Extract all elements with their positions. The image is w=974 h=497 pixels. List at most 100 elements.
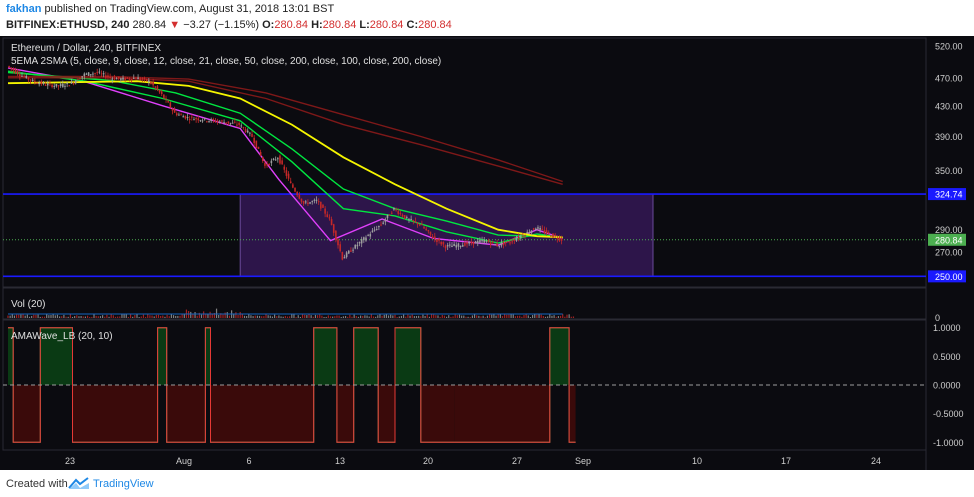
volume-bar	[233, 313, 235, 318]
candle-body	[77, 79, 79, 81]
volume-bar	[304, 314, 306, 318]
osc-line-red	[8, 327, 576, 443]
price-pane-title: Ethereum / Dollar, 240, BITFINEX	[11, 43, 161, 54]
candle-body	[356, 244, 359, 247]
volume-bar	[9, 315, 11, 318]
candle-body	[315, 199, 318, 201]
volume-bar	[433, 314, 435, 318]
price-tick-label: 520.00	[935, 41, 963, 51]
candle-body	[360, 239, 363, 244]
candle-body	[218, 121, 221, 123]
candle-body	[19, 74, 21, 77]
candle-body	[100, 73, 103, 75]
volume-bar	[368, 316, 370, 318]
candle-body	[382, 222, 384, 224]
price-tick-label: 250.00	[935, 272, 963, 282]
volume-bar	[203, 311, 205, 318]
candle-body	[72, 83, 75, 85]
volume-bar	[91, 316, 93, 318]
candle-body	[390, 212, 393, 214]
author-link[interactable]: fakhan	[6, 3, 42, 15]
candle-body	[535, 228, 537, 231]
candle-body	[139, 78, 142, 80]
candle-body	[560, 238, 563, 241]
candle-body	[539, 228, 541, 230]
candle-body	[287, 173, 290, 179]
volume-bar	[340, 316, 342, 318]
candle-body	[165, 98, 167, 100]
candle-body	[122, 77, 124, 80]
candle-body	[485, 241, 488, 243]
volume-bar	[559, 315, 562, 318]
candle-body	[210, 119, 212, 121]
symbol-line: BITFINEX:ETHUSD, 240 280.84 ▼ −3.27 (−1.…	[6, 19, 452, 31]
volume-bar	[362, 315, 364, 318]
candle-body	[16, 70, 19, 75]
candle-body	[120, 78, 122, 80]
candle-body	[384, 219, 387, 222]
open-label: O:	[262, 19, 275, 31]
candle-body	[178, 114, 180, 116]
candle-body	[472, 241, 475, 245]
volume-bar	[278, 315, 280, 318]
candle-body	[130, 79, 133, 81]
candle-body	[292, 184, 294, 188]
tradingview-brand-link[interactable]: TradingView	[93, 478, 154, 490]
volume-bar	[22, 314, 24, 318]
candle-body	[410, 218, 412, 220]
ma-line-1	[7, 70, 563, 244]
volume-bar	[428, 316, 430, 318]
volume-bar	[430, 314, 433, 318]
candle-body	[105, 75, 107, 78]
candle-body	[427, 230, 430, 232]
volume-bar	[267, 315, 269, 318]
volume-bar	[540, 314, 542, 318]
volume-bar	[314, 314, 317, 318]
candle-body	[317, 201, 320, 203]
tradingview-logo-icon[interactable]	[68, 476, 90, 490]
volume-bar	[443, 315, 446, 318]
volume-bar	[405, 316, 407, 318]
volume-bar	[407, 314, 409, 318]
candle-body	[526, 231, 529, 234]
volume-bar	[353, 314, 355, 318]
volume-bar	[183, 314, 185, 318]
volume-bar	[381, 315, 383, 318]
candle-body	[489, 242, 492, 245]
volume-bar	[562, 314, 564, 318]
volume-bar	[351, 316, 353, 318]
chart-canvas[interactable]: 520.00 470.00 430.00 390.00 350.00 324.74 290.…	[0, 36, 974, 470]
volume-bar	[297, 315, 299, 318]
candle-body	[137, 77, 139, 80]
candle-body	[249, 132, 251, 134]
volume-bar	[71, 316, 74, 318]
volume-bar	[355, 316, 357, 318]
volume-bar	[119, 316, 121, 318]
volume-bar	[54, 315, 56, 318]
candle-body	[337, 239, 339, 246]
volume-bar	[282, 316, 284, 318]
volume-bar	[491, 314, 493, 318]
candle-body	[266, 164, 268, 166]
candle-body	[457, 243, 460, 247]
volume-bar	[523, 315, 525, 318]
osc-area	[395, 327, 421, 385]
volume-bar	[572, 316, 575, 318]
volume-bar	[319, 314, 321, 318]
volume-bar	[39, 316, 41, 318]
volume-bar	[411, 314, 413, 318]
volume-bar	[207, 313, 209, 318]
volume-bar	[478, 315, 480, 318]
chart-footer: Created with TradingView	[0, 470, 974, 497]
volume-bar	[93, 314, 95, 318]
candle-body	[313, 199, 316, 201]
candle-body	[8, 66, 10, 68]
volume-bar	[396, 316, 398, 318]
candle-body	[479, 240, 481, 243]
volume-bar	[177, 315, 179, 318]
volume-bar	[132, 316, 134, 318]
volume-bar	[97, 316, 99, 318]
candle-body	[79, 78, 81, 80]
price-layer	[3, 65, 926, 278]
candle-body	[186, 117, 189, 119]
